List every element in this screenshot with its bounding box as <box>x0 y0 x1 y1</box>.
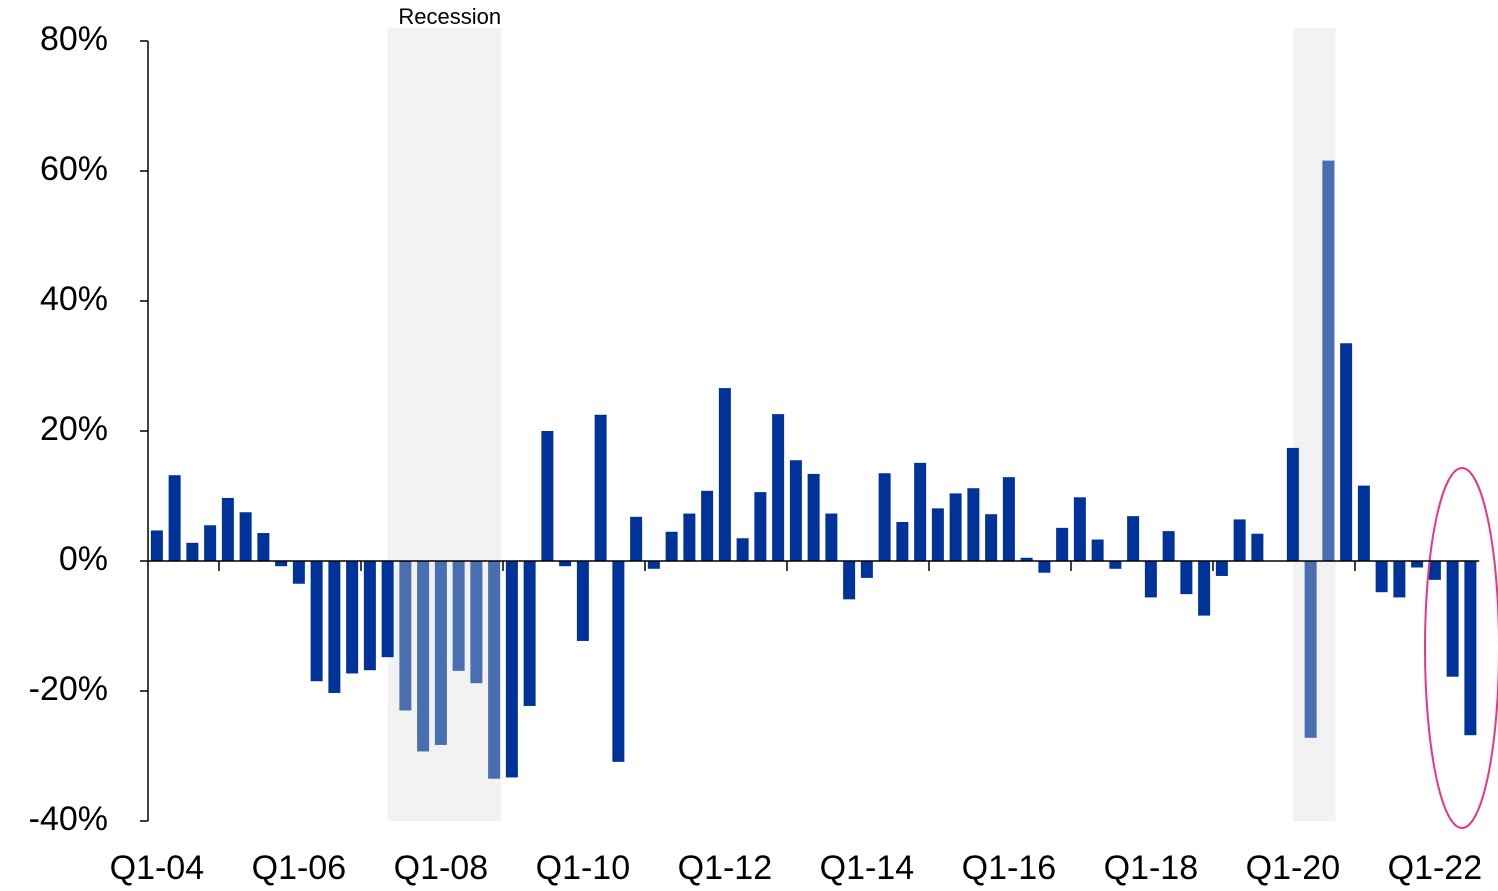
bar <box>1162 531 1175 561</box>
bar <box>346 561 359 674</box>
y-tick-label: 40% <box>40 280 108 318</box>
bar <box>541 431 554 561</box>
y-tick-label: 60% <box>40 150 108 188</box>
bar <box>647 561 660 569</box>
bar <box>718 388 731 561</box>
bar <box>1428 561 1441 580</box>
x-tick-label: Q1-08 <box>394 849 489 887</box>
bar <box>1056 527 1069 561</box>
bar <box>239 512 252 561</box>
bar <box>807 473 820 561</box>
bar <box>665 531 678 561</box>
bar <box>630 516 643 561</box>
bar <box>736 538 749 561</box>
bar <box>1340 343 1353 561</box>
bar <box>789 460 802 561</box>
bar <box>1357 485 1370 561</box>
bar <box>523 561 536 706</box>
bar <box>843 561 856 600</box>
annotation: Recession <box>398 4 501 29</box>
y-tick-label: -40% <box>29 800 108 838</box>
bar <box>1198 561 1211 616</box>
bar <box>931 508 944 561</box>
bar <box>559 561 572 567</box>
bar <box>949 493 962 561</box>
bar <box>985 514 998 561</box>
bar <box>381 561 394 658</box>
x-tick-label: Q1-18 <box>1104 849 1199 887</box>
bar <box>1286 447 1299 561</box>
y-tick-label: -20% <box>29 670 108 708</box>
bar <box>1073 497 1086 561</box>
y-tick-label: 0% <box>59 540 108 578</box>
bar <box>1322 160 1335 561</box>
bar <box>434 561 447 745</box>
x-tick-label: Q1-10 <box>536 849 631 887</box>
bar <box>505 561 518 778</box>
bar <box>204 525 217 561</box>
bar <box>754 492 767 561</box>
bar <box>1038 561 1051 573</box>
bar <box>168 475 181 561</box>
bar <box>896 522 909 561</box>
bar <box>1446 561 1459 677</box>
x-tick-label: Q1-04 <box>110 849 205 887</box>
bar <box>1002 477 1015 561</box>
bar <box>1144 561 1157 598</box>
bar <box>150 530 163 561</box>
bar <box>399 561 412 711</box>
bar <box>488 561 501 779</box>
x-tick-label: Q1-22 <box>1388 849 1483 887</box>
x-tick-label: Q1-06 <box>252 849 347 887</box>
bar <box>1411 561 1424 568</box>
bar <box>417 561 430 752</box>
bar <box>221 497 234 561</box>
bar <box>1020 557 1033 561</box>
bar <box>1304 561 1317 738</box>
bar <box>612 561 625 762</box>
y-tick-label: 80% <box>40 20 108 58</box>
bar <box>328 561 341 693</box>
y-tick-label: 20% <box>40 410 108 448</box>
bar <box>860 561 873 578</box>
bar <box>576 561 589 641</box>
x-tick-label: Q1-16 <box>962 849 1057 887</box>
bar <box>1180 561 1193 595</box>
bar <box>470 561 483 684</box>
bar <box>1251 533 1264 561</box>
bar <box>275 561 288 567</box>
bar <box>1091 539 1104 561</box>
bar <box>363 561 376 671</box>
bar <box>257 533 270 561</box>
bar <box>1464 561 1477 736</box>
bar <box>594 414 607 561</box>
bar <box>878 473 891 561</box>
bar <box>1393 561 1406 598</box>
bar <box>683 513 696 561</box>
bar <box>1109 561 1122 569</box>
bar <box>186 542 199 561</box>
highlight-ellipse <box>1424 467 1498 829</box>
bar <box>825 513 838 561</box>
bar <box>1215 561 1228 576</box>
bar <box>310 561 323 682</box>
x-tick-label: Q1-14 <box>820 849 915 887</box>
bar <box>1233 519 1246 561</box>
x-tick-label: Q1-12 <box>678 849 773 887</box>
bar <box>967 488 980 561</box>
x-tick-label: Q1-20 <box>1246 849 1341 887</box>
bar <box>292 561 305 584</box>
bar <box>914 462 927 561</box>
bar <box>452 561 465 671</box>
bar <box>772 414 785 561</box>
bar <box>1375 561 1388 593</box>
bar <box>701 490 714 561</box>
bar <box>1127 516 1140 561</box>
